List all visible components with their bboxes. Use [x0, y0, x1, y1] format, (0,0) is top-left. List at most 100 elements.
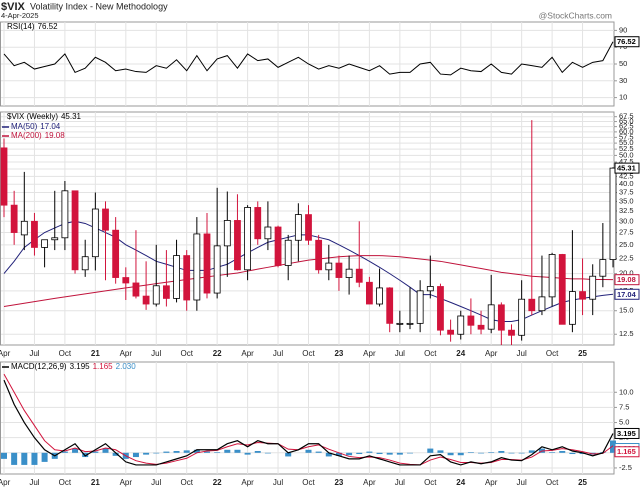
candle-body: [355, 268, 363, 283]
candle-body: [81, 256, 89, 271]
candle-body: [497, 304, 505, 331]
y-tick-label: 37.5: [619, 188, 634, 197]
y-tick-label: 25.0: [619, 240, 634, 249]
legend-label: MACD(12,26,9): [11, 362, 67, 371]
histogram-bar: [407, 452, 413, 454]
credit: @StockCharts.com: [539, 10, 612, 20]
histogram-bar: [559, 450, 566, 453]
y-tick-label: 52.5: [619, 144, 634, 153]
x-tick-label: 22: [213, 478, 222, 487]
y-tick-label: 50: [619, 59, 627, 68]
histogram-bar: [1, 452, 7, 459]
candle-body: [213, 245, 221, 294]
candle-body: [558, 254, 566, 325]
candle-body: [142, 295, 150, 305]
candle-body: [122, 277, 130, 284]
legend: MA(50) 17.04: [11, 122, 61, 131]
value-box-label: 45.31: [617, 164, 636, 173]
candle-body: [365, 281, 373, 305]
legend: MA(200) 19.08: [11, 131, 65, 140]
histogram-bar: [264, 452, 271, 454]
x-tick-label: Apr: [485, 478, 498, 487]
legend-value: 3.195: [70, 362, 91, 371]
y-tick-label: 10.0: [619, 387, 634, 396]
instrument-name: Volatility Index - New Methodology: [30, 1, 168, 11]
histogram-bar: [234, 449, 241, 453]
x-tick-label: Oct: [59, 349, 72, 358]
histogram-bar: [112, 452, 119, 456]
candle-body: [61, 190, 69, 239]
value-box-frame: [614, 162, 640, 174]
x-tick-label: Oct: [424, 478, 437, 487]
candle-body: [325, 262, 333, 271]
candle-body: [589, 275, 597, 300]
histogram-bar: [102, 448, 109, 453]
histogram-bar: [173, 450, 180, 453]
x-tick-label: Oct: [302, 478, 315, 487]
x-tick-label: Jul: [273, 478, 283, 487]
x-tick-label: Apr: [241, 349, 254, 358]
candle-body: [162, 285, 170, 299]
candle-body: [31, 220, 38, 248]
histogram-bar: [396, 452, 403, 455]
candle-body: [284, 239, 292, 266]
candle-body: [254, 207, 262, 240]
candle-body: [508, 329, 515, 336]
y-tick-label: 12.5: [619, 329, 634, 338]
x-tick-label: Oct: [180, 478, 193, 487]
candle-body: [234, 220, 241, 271]
candle-body: [132, 282, 140, 297]
candle-body: [152, 285, 160, 305]
x-tick-label: Jul: [29, 478, 39, 487]
legend-value: 2.030: [116, 362, 137, 371]
candle-body: [416, 290, 424, 324]
legend: MACD(12,26,9) 3.195 1.165 2.030: [11, 362, 136, 371]
value-box-label: 76.52: [617, 37, 636, 46]
candle-body: [244, 207, 252, 271]
candle-body: [518, 298, 526, 336]
y-tick-label: 5.0: [619, 418, 629, 427]
candle-body: [41, 239, 48, 248]
histogram-bar: [61, 451, 68, 453]
histogram-bar: [193, 449, 200, 453]
legend: $VIX (Weekly) 45.31: [7, 112, 82, 121]
legend-value: 45.31: [61, 112, 82, 121]
candle-body: [376, 287, 383, 305]
histogram-bar: [356, 452, 363, 455]
x-tick-label: Oct: [59, 478, 72, 487]
value-box-frame: [614, 36, 640, 48]
histogram-bar: [244, 452, 251, 455]
x-tick-label: 24: [456, 478, 465, 487]
candle-body: [477, 324, 485, 330]
x-tick-label: Jul: [273, 349, 283, 358]
value-box: 19.08: [614, 274, 640, 286]
x-tick-label: Jul: [517, 478, 527, 487]
legend-value: 1.165: [93, 362, 114, 371]
histogram-bar: [92, 451, 99, 453]
histogram-bar: [366, 451, 373, 453]
histogram-bar: [447, 452, 454, 456]
y-tick-label: 62.5: [619, 122, 634, 131]
y-tick-label: 55.0: [619, 138, 634, 147]
histogram-bar: [31, 452, 38, 465]
histogram-bar: [457, 452, 464, 456]
histogram-bar: [488, 452, 495, 453]
value-box: 76.52: [614, 36, 640, 48]
histogram-bar: [467, 452, 474, 453]
value-box-frame: [614, 274, 640, 286]
legend-value: 76.52: [38, 22, 59, 31]
histogram-bar: [498, 450, 505, 453]
candle-body: [10, 204, 18, 233]
candle-body: [173, 255, 180, 299]
histogram-bar: [437, 450, 444, 453]
value-box-label: 19.08: [617, 275, 636, 284]
histogram-bar: [132, 452, 139, 458]
histogram-bar: [610, 440, 616, 453]
legend-value: 19.08: [45, 131, 66, 140]
candle-body: [315, 239, 323, 271]
candle-body: [609, 167, 617, 260]
candle-body: [335, 262, 343, 278]
value-box-label: 3.195: [617, 429, 636, 438]
histogram-bar: [508, 452, 515, 454]
